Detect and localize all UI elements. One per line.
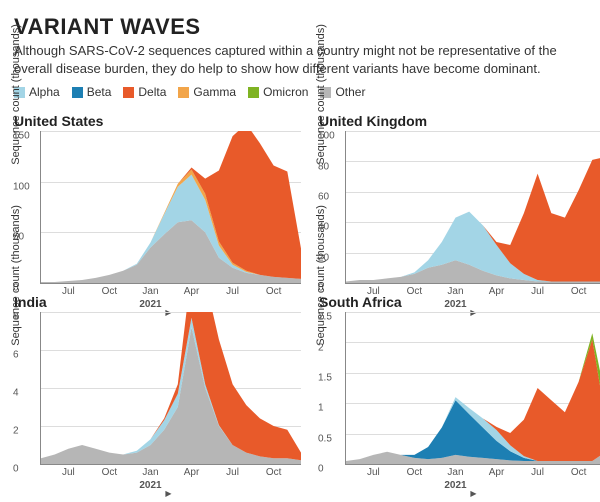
chart-title: VARIANT WAVES [14,14,586,40]
y-tick: 8 [13,312,19,323]
y-tick: 1.5 [318,372,332,383]
legend-item: Omicron [248,85,308,99]
x-tick: Jul [531,467,544,478]
x-year: 2021 [139,480,161,491]
x-tick: Oct [407,467,423,478]
x-tick: Jan [447,467,463,478]
y-tick: 100 [318,131,335,142]
legend-swatch [123,87,134,98]
y-axis-label: Sequence count (thousands) [10,205,22,346]
legend-item: Beta [72,85,112,99]
y-tick: 6 [13,350,19,361]
panel-title: United Kingdom [319,113,600,129]
x-tick: Jul [226,467,239,478]
area-svg [41,131,301,283]
y-tick: 0.5 [318,433,332,444]
panel-title: India [14,294,301,310]
legend-label: Delta [138,85,166,99]
chart-panel: IndiaSequence count (thousands)02468JulO… [14,290,301,465]
x-tick: Jul [367,467,380,478]
legend: Alpha Beta Delta Gamma Omicron Other [14,85,586,99]
y-tick: 4 [13,388,19,399]
legend-label: Gamma [193,85,236,99]
chart-subtitle: Although SARS-CoV-2 sequences captured w… [14,42,586,77]
y-tick: 2.5 [318,312,332,323]
legend-label: Beta [87,85,112,99]
plot-area: 02468JulOctJanAprJulOct2021▶ [40,312,301,465]
area-svg [346,312,600,464]
area-svg [346,131,600,283]
chart-panel: South AfricaSequence count (thousands)00… [319,290,600,465]
y-tick: 0 [318,464,324,475]
legend-swatch [178,87,189,98]
plot-area: 00.511.522.5JulOctJanAprJulOct2021▶ [345,312,600,465]
y-axis-label: Sequence count (thousands) [10,24,22,165]
y-axis-label: Sequence count (thousands) [315,205,327,346]
chart-panel: United StatesSequence count (thousands)0… [14,109,301,284]
legend-label: Other [335,85,365,99]
y-tick: 2 [13,426,19,437]
x-tick: Oct [571,467,587,478]
x-tick: Jan [142,467,158,478]
y-tick: 1 [318,403,324,414]
panel-title: South Africa [319,294,600,310]
y-tick: 100 [13,181,30,192]
plot-area: 050100150JulOctJanAprJulOct2021▶ [40,131,301,284]
x-tick: Apr [184,467,200,478]
y-tick: 80 [318,161,329,172]
y-axis-label: Sequence count (thousands) [315,24,327,165]
legend-label: Alpha [29,85,60,99]
chart-panel: United KingdomSequence count (thousands)… [319,109,600,284]
x-tick: Oct [266,467,282,478]
legend-item: Other [320,85,365,99]
x-arrow-icon: ▶ [165,489,171,498]
area-svg [41,312,301,464]
legend-item: Delta [123,85,166,99]
y-tick: 0 [13,464,19,475]
x-year: 2021 [444,480,466,491]
x-tick: Jul [62,467,75,478]
legend-label: Omicron [263,85,308,99]
y-tick: 2 [318,342,324,353]
panel-title: United States [14,113,301,129]
legend-item: Gamma [178,85,236,99]
x-tick: Oct [102,467,118,478]
x-tick: Apr [489,467,505,478]
legend-swatch [72,87,83,98]
legend-swatch [248,87,259,98]
x-arrow-icon: ▶ [470,489,476,498]
y-tick: 150 [13,131,30,142]
y-tick: 60 [318,191,329,202]
plot-area: 020406080100JulOctJanAprJulOct2021▶ [345,131,600,284]
